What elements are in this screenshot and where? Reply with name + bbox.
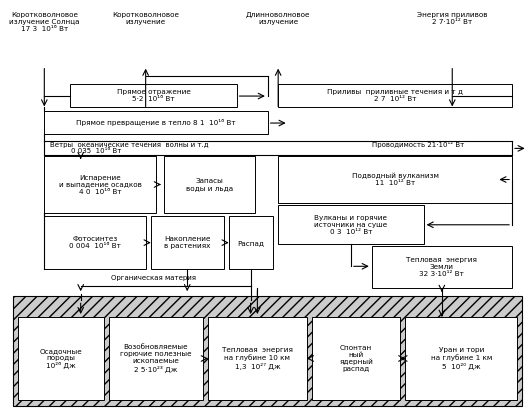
FancyBboxPatch shape <box>406 317 517 400</box>
FancyBboxPatch shape <box>13 296 523 406</box>
FancyBboxPatch shape <box>44 156 156 213</box>
FancyBboxPatch shape <box>110 317 203 400</box>
Text: Осадочные
породы
10²⁶ Дж: Осадочные породы 10²⁶ Дж <box>40 348 83 369</box>
FancyBboxPatch shape <box>278 84 512 107</box>
FancyBboxPatch shape <box>278 156 512 203</box>
Text: Приливы  приливные течения и т д
2 7  10¹² Вт: Приливы приливные течения и т д 2 7 10¹²… <box>327 89 463 102</box>
FancyBboxPatch shape <box>151 216 224 269</box>
Text: Фотосинтез
0 004  10¹⁶ Вт: Фотосинтез 0 004 10¹⁶ Вт <box>69 236 121 249</box>
Text: Тепловая  энергия
на глубине 10 км
1,3  10²⁷ Дж: Тепловая энергия на глубине 10 км 1,3 10… <box>222 347 293 370</box>
FancyBboxPatch shape <box>312 317 400 400</box>
FancyBboxPatch shape <box>372 246 512 288</box>
Text: Коротковолновое
излучение Солнца
17 3  10¹⁶ Вт: Коротковолновое излучение Солнца 17 3 10… <box>9 12 79 32</box>
FancyBboxPatch shape <box>208 317 307 400</box>
Text: Коротковолновое
излучение: Коротковолновое излучение <box>112 12 179 25</box>
Text: Энергия приливов
2 7·10¹² Вт: Энергия приливов 2 7·10¹² Вт <box>417 12 488 25</box>
Text: Ветры  океанические течения  волны и т.д: Ветры океанические течения волны и т.д <box>50 142 208 148</box>
FancyBboxPatch shape <box>19 317 104 400</box>
FancyBboxPatch shape <box>44 112 268 134</box>
Text: Проводимость 21·10¹² Вт: Проводимость 21·10¹² Вт <box>372 141 464 148</box>
Text: Уран и тори
на глубине 1 км
5  10²⁰ Дж: Уран и тори на глубине 1 км 5 10²⁰ Дж <box>431 347 492 370</box>
Text: Возобновляемые
горючие полезные
ископаемые
2 5·10²³ Дж: Возобновляемые горючие полезные ископаем… <box>120 344 192 372</box>
FancyBboxPatch shape <box>164 156 255 213</box>
FancyBboxPatch shape <box>44 216 145 269</box>
Text: Накопление
в растениях: Накопление в растениях <box>164 236 211 249</box>
Text: Тепловая  энергия
Земли
32 3·10¹² Вт: Тепловая энергия Земли 32 3·10¹² Вт <box>406 257 477 277</box>
Text: Подводный вулканизм
11  10¹² Вт: Подводный вулканизм 11 10¹² Вт <box>352 173 439 186</box>
Text: Вулканы и горячие
источники на суше
0 3  10¹² Вт: Вулканы и горячие источники на суше 0 3 … <box>314 214 388 234</box>
FancyBboxPatch shape <box>278 205 424 244</box>
Text: Прямое превращение в тепло 8 1  10¹⁶ Вт: Прямое превращение в тепло 8 1 10¹⁶ Вт <box>76 120 236 126</box>
FancyBboxPatch shape <box>70 84 236 107</box>
FancyBboxPatch shape <box>229 216 273 269</box>
Text: Спонтан
ный
ядерный
распад: Спонтан ный ядерный распад <box>339 345 373 372</box>
Text: Запасы
воды и льда: Запасы воды и льда <box>186 178 233 191</box>
Text: Органическая материя: Органическая материя <box>111 275 196 280</box>
Text: Распад: Распад <box>238 240 264 246</box>
Text: Длинноволновое
излучение: Длинноволновое излучение <box>246 12 311 25</box>
Text: 0 035  10¹⁶ Вт: 0 035 10¹⁶ Вт <box>71 148 122 154</box>
Text: Прямое отражение
5·2  10¹⁶ Вт: Прямое отражение 5·2 10¹⁶ Вт <box>116 89 190 102</box>
Text: Испарение
и выпадение осадков
4 0  10¹⁶ Вт: Испарение и выпадение осадков 4 0 10¹⁶ В… <box>59 174 142 194</box>
